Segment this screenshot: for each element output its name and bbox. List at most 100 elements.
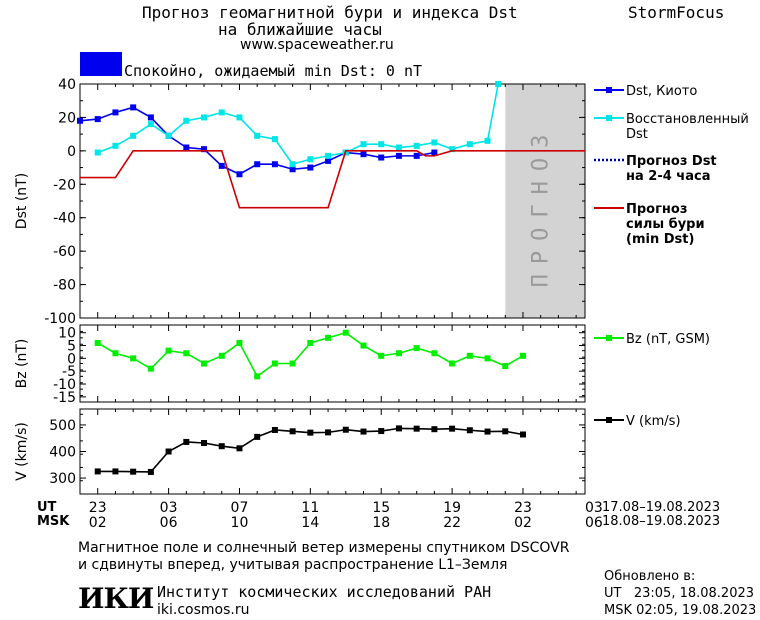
y-tick-label: 400 [49,445,76,461]
y-tick-label: -15 [53,390,76,406]
series-line [97,331,524,378]
y-axis-label: V (km/s) [14,422,30,481]
msk-axis-label: MSK [37,514,70,529]
data-point [395,144,402,151]
updated-ut: UT 23:05, 18.08.2023 [604,586,755,601]
data-point [413,142,420,149]
ut-tick-label: 03 [160,500,178,516]
footer-note-2: и сдвинуты вперед, учитывая распростране… [78,557,508,573]
msk-tick-label: 06 [160,515,178,531]
data-point [466,352,473,359]
data-point [449,360,456,367]
data-point [236,114,243,121]
institute-url[interactable]: iki.cosmos.ru [157,602,250,618]
data-point [395,350,402,357]
dst-panel: ПРОГНОЗ 40 20 0 -20 -40 -60 -80 -100 Dst (nT) Dst,… [14,77,749,327]
data-point [254,132,261,139]
legend-label: (min Dst) [626,232,694,247]
status-text: Спокойно, ожидаемый min Dst: 0 nT [124,62,423,80]
data-point [147,121,154,128]
title-line-1: Прогноз геомагнитной бури и индекса Dst [142,3,518,22]
data-point [325,429,332,436]
y-tick-label: 0 [67,351,76,367]
data-point [112,468,119,475]
data-point [130,104,137,111]
msk-tick-label: 18 [372,515,390,531]
data-point [183,117,190,124]
data-point [307,156,314,163]
y-tick-label: -100 [44,311,76,327]
data-point [201,440,208,446]
ut-tick-label: 03 [585,500,603,516]
data-point [342,426,349,433]
time-axis: 23 03 07 11 15 19 23 03 02 06 10 14 18 22 02 06 [89,500,603,531]
data-point [342,329,349,336]
data-point [360,342,367,349]
msk-tick-label: 14 [301,515,319,531]
ut-tick-label: 15 [372,500,390,516]
data-point [289,161,296,168]
data-point [360,428,367,435]
y-tick-label: 5 [67,339,76,355]
data-point [431,426,438,433]
msk-tick-label: 06 [585,515,603,531]
data-point [360,141,367,148]
data-point [449,146,456,153]
data-point [495,81,502,87]
data-point [112,142,119,149]
ut-axis-label: UT [37,500,57,515]
data-point [218,443,225,450]
ut-date-range: 17.08–19.08.2023 [602,500,721,515]
msk-tick-label: 02 [89,515,107,531]
y-tick-label: 300 [49,471,76,487]
data-point [130,468,137,475]
data-point [201,114,208,121]
legend-label: V (km/s) [626,414,681,429]
data-point [271,426,278,433]
legend-label: на 2-4 часа [626,169,710,184]
data-point [466,427,473,434]
data-point [254,161,261,168]
y-tick-label: 20 [58,110,76,126]
iki-logo: ИКИ [78,582,154,615]
data-point [201,146,208,153]
y-axis-label: Dst (nT) [14,173,30,229]
data-point [378,154,385,161]
ut-tick-label: 19 [443,500,461,516]
legend-label: Dst, Киото [626,84,697,99]
ut-tick-label: 23 [89,500,107,516]
data-point [201,360,208,367]
data-point [325,334,332,341]
msk-tick-label: 22 [443,515,461,531]
legend-label: Прогноз [626,202,687,217]
data-point [236,171,243,178]
legend-marker [606,417,612,423]
title-line-2: на ближайшие часы [218,20,382,39]
forecast-label: ПРОГНОЗ [528,125,553,288]
data-point [77,117,83,124]
data-point [484,428,491,435]
forecast-region [505,84,585,318]
data-point [94,116,101,123]
data-point [431,139,438,146]
data-point [484,137,491,144]
y-tick-label: -10 [53,377,76,393]
data-point [271,136,278,143]
source-url[interactable]: www.spaceweather.ru [240,37,394,53]
data-point [378,141,385,148]
data-point [271,360,278,367]
updated-label: Обновлено в: [604,569,696,584]
data-point [183,438,190,445]
y-tick-label: -80 [53,278,76,294]
y-axis-label: Bz (nT) [14,339,30,389]
data-point [165,448,172,455]
y-tick-label: -60 [53,244,76,260]
legend-label: силы бури [626,217,705,232]
y-tick-label: 10 [58,326,76,342]
data-point [147,468,154,475]
data-point [519,352,526,359]
data-point [289,360,296,367]
data-point [218,352,225,359]
data-point [395,425,402,432]
data-point [307,164,314,171]
